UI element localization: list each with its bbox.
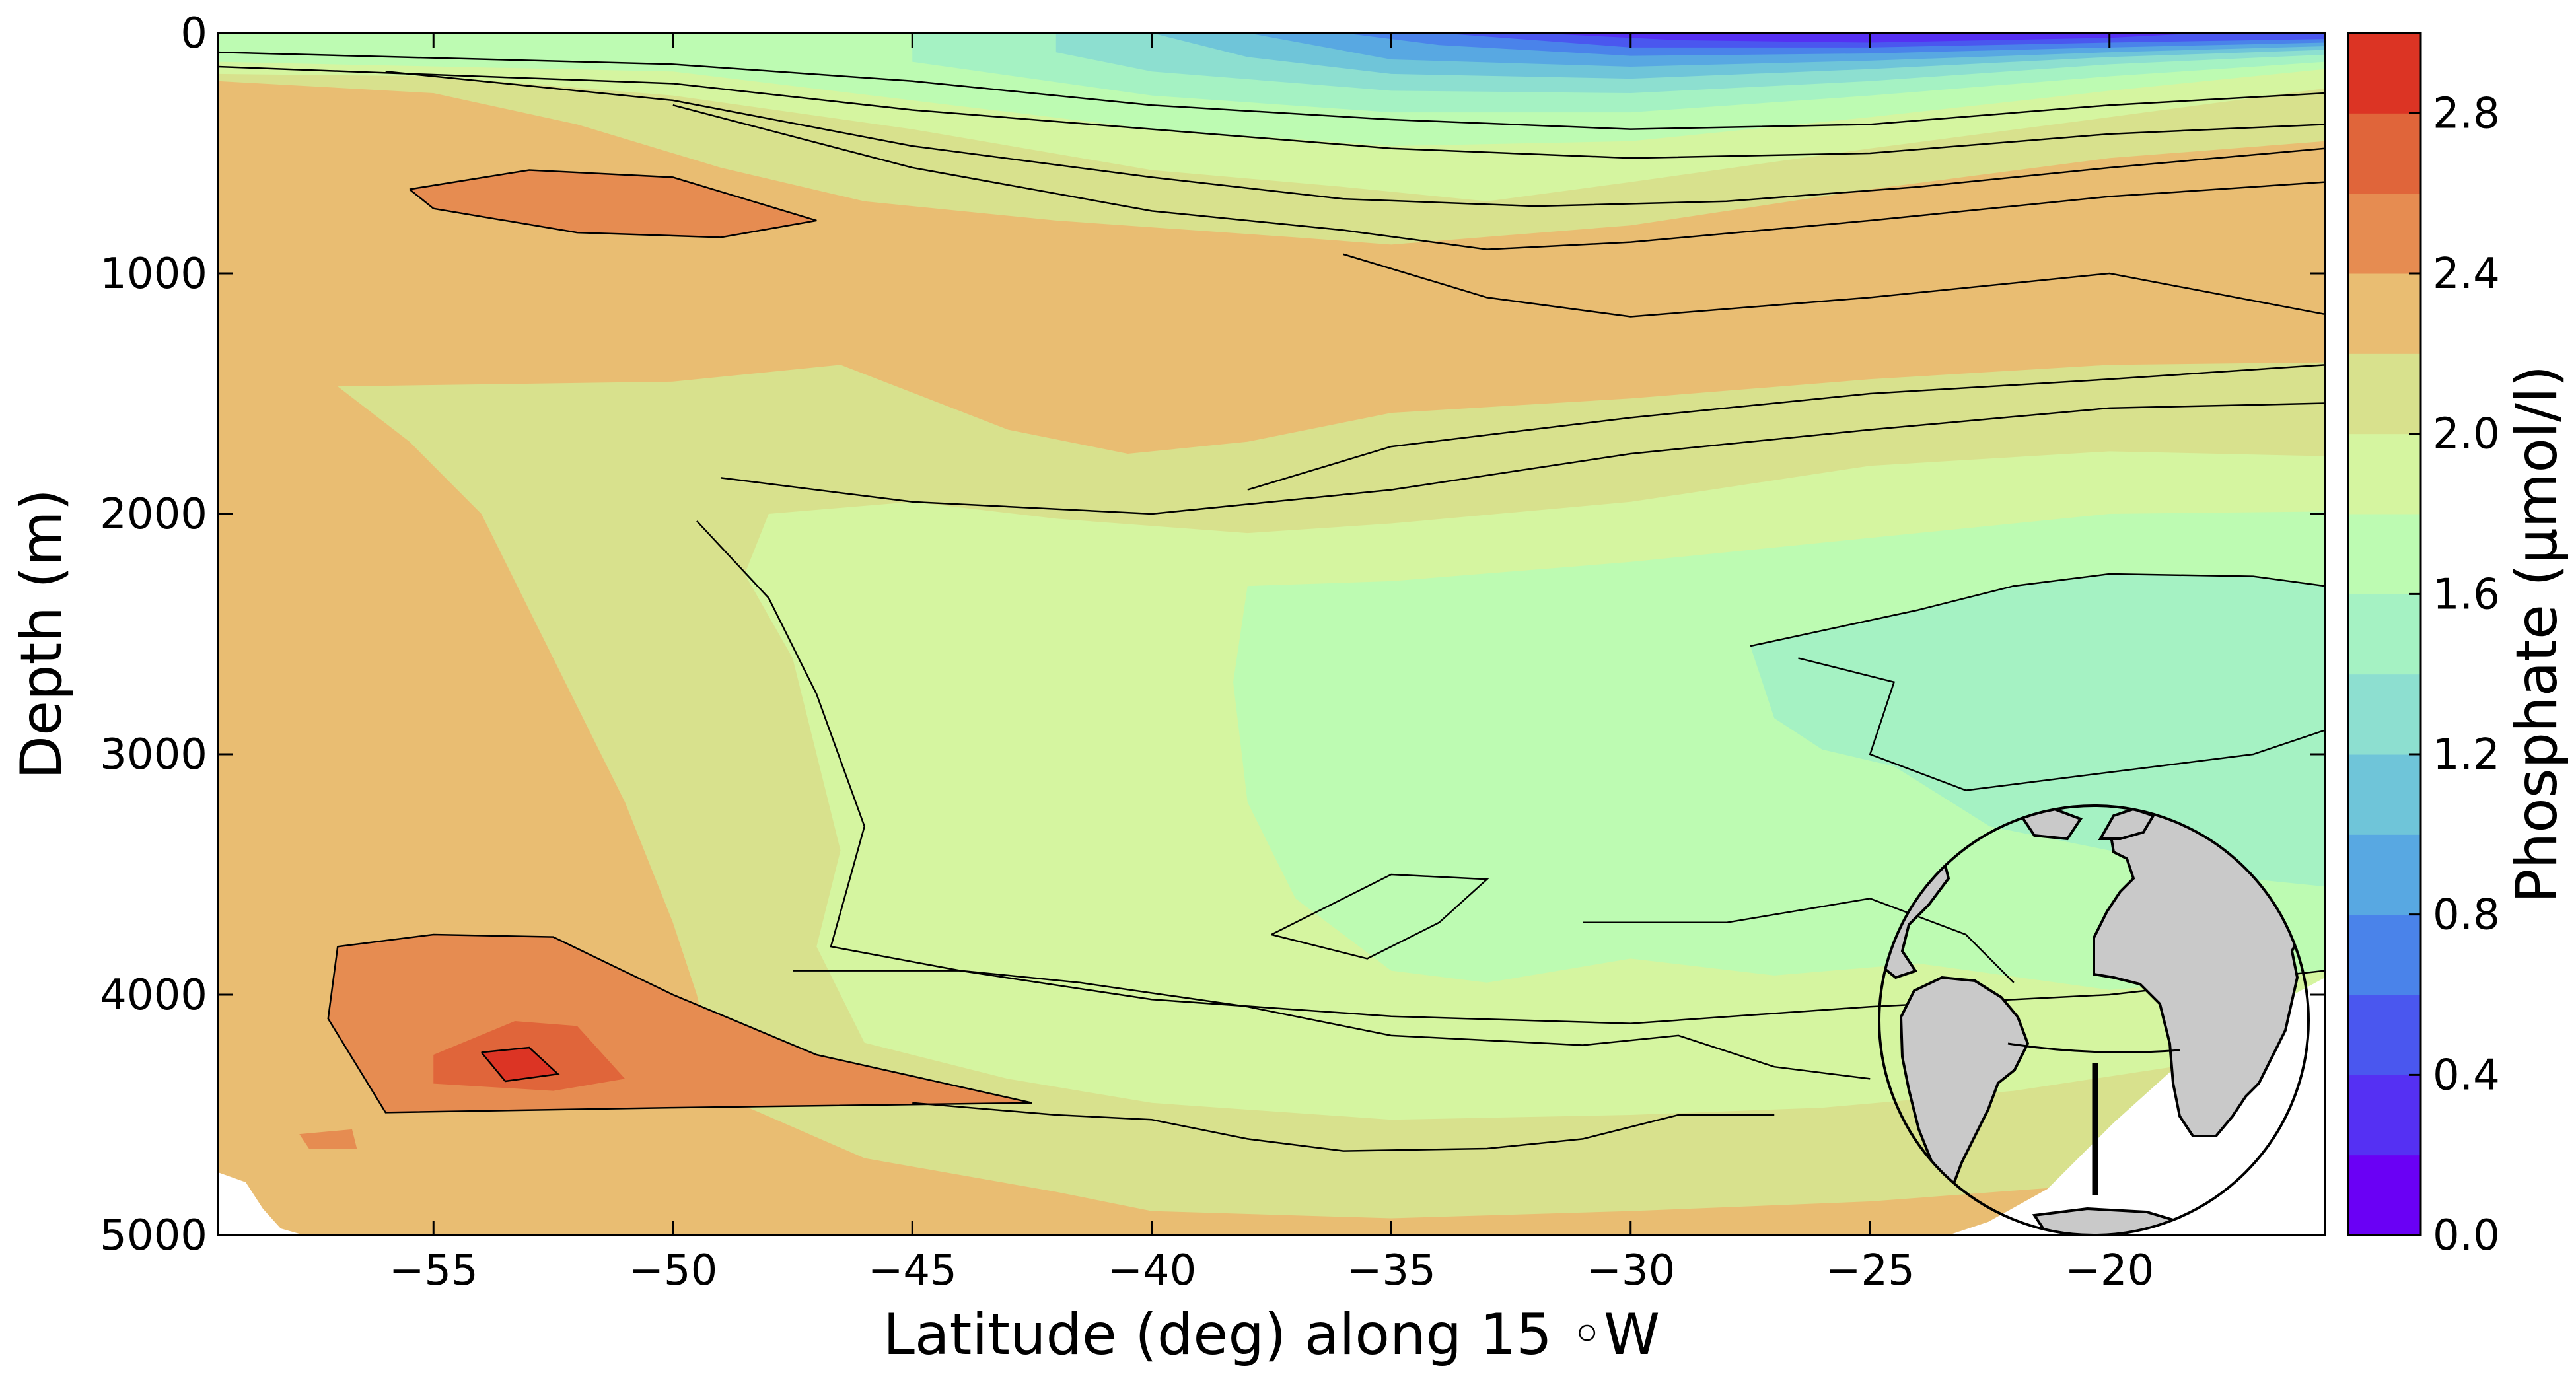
colorbar-ticks: 0.0 0.4 0.8 1.2 1.6 2.0 2.4 2.8	[2409, 89, 2500, 1260]
contour-line	[1798, 657, 2325, 791]
globe-outline	[1878, 804, 2310, 1236]
colorbar-tick-label: 1.6	[2433, 570, 2500, 619]
contour-line	[912, 1102, 1775, 1152]
x-tick-label: −50	[628, 1246, 717, 1295]
colorbar-label: Phosphate (μmol/l)	[2504, 365, 2570, 904]
colorbar-tick-label: 0.8	[2433, 891, 2500, 940]
contour-line	[218, 51, 2325, 130]
plot-area	[218, 33, 2325, 1235]
colorbar-band	[2348, 1075, 2421, 1156]
y-tick-label: 4000	[100, 971, 207, 1020]
colorbar-band	[2348, 1155, 2421, 1236]
contour-line	[1247, 364, 2325, 491]
contour-line	[793, 970, 1871, 1080]
colorbar-tick-label: 2.4	[2433, 250, 2500, 299]
y-tick-label: 0	[180, 9, 207, 58]
x-tick-label: −20	[2065, 1246, 2154, 1295]
globe-inset	[1878, 804, 2310, 1236]
contour-line	[480, 1046, 560, 1083]
x-tick-label: −25	[1826, 1246, 1915, 1295]
colorbar-band	[2348, 674, 2421, 755]
colorbar-band	[2348, 273, 2421, 354]
x-axis-ticks: −55 −50 −45 −40 −35 −30 −25 −20	[389, 33, 2154, 1295]
colorbar-band	[2348, 514, 2421, 594]
equator-line	[2007, 1042, 2180, 1053]
contour-line	[1271, 873, 1489, 960]
contour-line	[1343, 253, 2325, 318]
y-tick-label: 2000	[100, 490, 207, 539]
colorbar-bands	[2348, 33, 2421, 1236]
x-tick-label: −55	[389, 1246, 478, 1295]
no-data-region	[218, 1172, 304, 1235]
colorbar-band	[2348, 193, 2421, 274]
contour-region	[410, 170, 817, 238]
contour-line	[385, 70, 2325, 207]
contour-line	[409, 169, 817, 238]
colorbar-band	[2348, 33, 2421, 114]
colorbar-tick-label: 0.0	[2433, 1211, 2500, 1260]
land-mass-south-america	[1899, 976, 2030, 1190]
y-tick-label: 3000	[100, 730, 207, 779]
colorbar-tick-label: 1.2	[2433, 730, 2500, 779]
colorbar-band	[2348, 995, 2421, 1075]
x-tick-label: −45	[868, 1246, 957, 1295]
colorbar-band	[2348, 353, 2421, 435]
x-tick-label: −35	[1347, 1246, 1436, 1295]
colorbar: 0.0 0.4 0.8 1.2 1.6 2.0 2.4 2.8 Phosphate (μmol…	[2347, 32, 2570, 1260]
contour-line	[327, 933, 1032, 1114]
colorbar-band	[2348, 834, 2421, 915]
contour-region	[1750, 574, 2325, 887]
contour-line	[721, 402, 2325, 515]
colorbar-band	[2348, 914, 2421, 995]
contour-fill-layer	[218, 33, 2325, 1235]
contour-line	[1750, 573, 2325, 647]
land-mass-europe-north	[2098, 807, 2155, 840]
x-axis-label: Latitude (deg) along 15 ◦W	[883, 1302, 1660, 1368]
x-tick-label: −30	[1586, 1246, 1675, 1295]
y-tick-label: 1000	[100, 250, 207, 299]
contour-region	[481, 1048, 558, 1082]
contour-line	[218, 65, 2325, 159]
contour-region	[299, 1129, 357, 1149]
y-axis-ticks: 0 1000 2000 3000 4000 5000	[100, 9, 2325, 1260]
colorbar-band	[2348, 433, 2421, 515]
colorbar-tick-label: 2.0	[2433, 410, 2500, 459]
colorbar-tick-label: 2.8	[2433, 89, 2500, 138]
colorbar-band	[2348, 113, 2421, 194]
colorbar-band	[2348, 594, 2421, 675]
x-tick-label: −40	[1107, 1246, 1196, 1295]
colorbar-frame	[2347, 32, 2422, 1236]
contour-line	[1583, 898, 2015, 983]
y-axis-label: Depth (m)	[9, 489, 75, 779]
colorbar-tick-label: 0.4	[2433, 1051, 2500, 1100]
colorbar-band	[2348, 754, 2421, 835]
contour-line	[672, 104, 2325, 250]
y-tick-label: 5000	[100, 1211, 207, 1260]
plot-frame	[217, 32, 2326, 1236]
